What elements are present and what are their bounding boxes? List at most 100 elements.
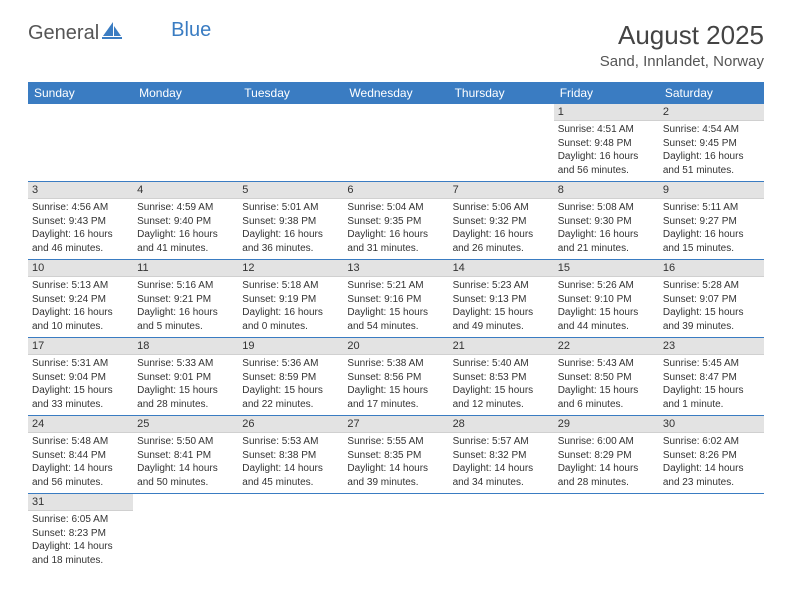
sunrise-line: Sunrise: 5:13 AM: [32, 279, 129, 293]
day-number: 27: [343, 416, 448, 433]
daylight-line: Daylight: 15 hours and 1 minute.: [663, 384, 760, 411]
calendar-row: 3Sunrise: 4:56 AMSunset: 9:43 PMDaylight…: [28, 182, 764, 260]
day-number: 22: [554, 338, 659, 355]
daylight-line: Daylight: 16 hours and 26 minutes.: [453, 228, 550, 255]
calendar-cell: 11Sunrise: 5:16 AMSunset: 9:21 PMDayligh…: [133, 260, 238, 338]
day-body: Sunrise: 5:45 AMSunset: 8:47 PMDaylight:…: [659, 355, 764, 415]
day-number: 31: [28, 494, 133, 511]
daylight-line: Daylight: 16 hours and 15 minutes.: [663, 228, 760, 255]
day-body: Sunrise: 4:54 AMSunset: 9:45 PMDaylight:…: [659, 121, 764, 181]
day-number: 25: [133, 416, 238, 433]
logo-text-b: Blue: [171, 19, 211, 42]
sunset-line: Sunset: 9:21 PM: [137, 293, 234, 307]
calendar-cell-empty: [659, 494, 764, 572]
daylight-line: Daylight: 16 hours and 41 minutes.: [137, 228, 234, 255]
calendar-cell: 18Sunrise: 5:33 AMSunset: 9:01 PMDayligh…: [133, 338, 238, 416]
daylight-line: Daylight: 15 hours and 22 minutes.: [242, 384, 339, 411]
calendar-cell: 5Sunrise: 5:01 AMSunset: 9:38 PMDaylight…: [238, 182, 343, 260]
sunrise-line: Sunrise: 5:23 AM: [453, 279, 550, 293]
sunset-line: Sunset: 9:38 PM: [242, 215, 339, 229]
daylight-line: Daylight: 15 hours and 44 minutes.: [558, 306, 655, 333]
sunset-line: Sunset: 8:44 PM: [32, 449, 129, 463]
sunset-line: Sunset: 9:13 PM: [453, 293, 550, 307]
sunset-line: Sunset: 9:40 PM: [137, 215, 234, 229]
sunset-line: Sunset: 8:56 PM: [347, 371, 444, 385]
sunset-line: Sunset: 8:32 PM: [453, 449, 550, 463]
weekday-header: Sunday: [28, 82, 133, 104]
daylight-line: Daylight: 14 hours and 39 minutes.: [347, 462, 444, 489]
calendar-cell-empty: [238, 104, 343, 182]
weekday-header: Tuesday: [238, 82, 343, 104]
sunset-line: Sunset: 9:30 PM: [558, 215, 655, 229]
weekday-header: Wednesday: [343, 82, 448, 104]
day-number: 9: [659, 182, 764, 199]
sunset-line: Sunset: 8:59 PM: [242, 371, 339, 385]
daylight-line: Daylight: 15 hours and 6 minutes.: [558, 384, 655, 411]
calendar-cell: 8Sunrise: 5:08 AMSunset: 9:30 PMDaylight…: [554, 182, 659, 260]
daylight-line: Daylight: 15 hours and 54 minutes.: [347, 306, 444, 333]
sunrise-line: Sunrise: 5:16 AM: [137, 279, 234, 293]
sunset-line: Sunset: 8:29 PM: [558, 449, 655, 463]
sunrise-line: Sunrise: 5:50 AM: [137, 435, 234, 449]
sunset-line: Sunset: 8:50 PM: [558, 371, 655, 385]
day-body: Sunrise: 5:26 AMSunset: 9:10 PMDaylight:…: [554, 277, 659, 337]
day-body: Sunrise: 6:02 AMSunset: 8:26 PMDaylight:…: [659, 433, 764, 493]
sunset-line: Sunset: 8:53 PM: [453, 371, 550, 385]
calendar-cell: 27Sunrise: 5:55 AMSunset: 8:35 PMDayligh…: [343, 416, 448, 494]
day-number: 2: [659, 104, 764, 121]
calendar-cell: 26Sunrise: 5:53 AMSunset: 8:38 PMDayligh…: [238, 416, 343, 494]
sunrise-line: Sunrise: 5:48 AM: [32, 435, 129, 449]
calendar-cell-empty: [133, 104, 238, 182]
day-number: 12: [238, 260, 343, 277]
day-body: Sunrise: 4:56 AMSunset: 9:43 PMDaylight:…: [28, 199, 133, 259]
sunrise-line: Sunrise: 5:26 AM: [558, 279, 655, 293]
daylight-line: Daylight: 15 hours and 33 minutes.: [32, 384, 129, 411]
day-number: 14: [449, 260, 554, 277]
day-body: Sunrise: 6:00 AMSunset: 8:29 PMDaylight:…: [554, 433, 659, 493]
daylight-line: Daylight: 16 hours and 36 minutes.: [242, 228, 339, 255]
calendar-cell: 3Sunrise: 4:56 AMSunset: 9:43 PMDaylight…: [28, 182, 133, 260]
calendar-cell-empty: [28, 104, 133, 182]
daylight-line: Daylight: 16 hours and 51 minutes.: [663, 150, 760, 177]
calendar-head: SundayMondayTuesdayWednesdayThursdayFrid…: [28, 82, 764, 104]
month-title: August 2025: [600, 20, 764, 51]
sunset-line: Sunset: 8:23 PM: [32, 527, 129, 541]
sunrise-line: Sunrise: 6:02 AM: [663, 435, 760, 449]
calendar-cell-empty: [133, 494, 238, 572]
day-body: Sunrise: 5:16 AMSunset: 9:21 PMDaylight:…: [133, 277, 238, 337]
calendar-row: 31Sunrise: 6:05 AMSunset: 8:23 PMDayligh…: [28, 494, 764, 572]
sunset-line: Sunset: 9:01 PM: [137, 371, 234, 385]
day-body: Sunrise: 5:36 AMSunset: 8:59 PMDaylight:…: [238, 355, 343, 415]
calendar-cell: 20Sunrise: 5:38 AMSunset: 8:56 PMDayligh…: [343, 338, 448, 416]
sunset-line: Sunset: 9:48 PM: [558, 137, 655, 151]
calendar-cell-empty: [343, 494, 448, 572]
calendar-cell: 14Sunrise: 5:23 AMSunset: 9:13 PMDayligh…: [449, 260, 554, 338]
sunset-line: Sunset: 8:47 PM: [663, 371, 760, 385]
calendar-cell: 30Sunrise: 6:02 AMSunset: 8:26 PMDayligh…: [659, 416, 764, 494]
daylight-line: Daylight: 14 hours and 50 minutes.: [137, 462, 234, 489]
calendar-cell: 19Sunrise: 5:36 AMSunset: 8:59 PMDayligh…: [238, 338, 343, 416]
day-number: 18: [133, 338, 238, 355]
day-body: Sunrise: 5:33 AMSunset: 9:01 PMDaylight:…: [133, 355, 238, 415]
sunrise-line: Sunrise: 5:31 AM: [32, 357, 129, 371]
calendar-row: 17Sunrise: 5:31 AMSunset: 9:04 PMDayligh…: [28, 338, 764, 416]
sunrise-line: Sunrise: 5:40 AM: [453, 357, 550, 371]
calendar-cell: 1Sunrise: 4:51 AMSunset: 9:48 PMDaylight…: [554, 104, 659, 182]
day-body: Sunrise: 6:05 AMSunset: 8:23 PMDaylight:…: [28, 511, 133, 571]
calendar-body: 1Sunrise: 4:51 AMSunset: 9:48 PMDaylight…: [28, 104, 764, 571]
daylight-line: Daylight: 15 hours and 39 minutes.: [663, 306, 760, 333]
day-body: Sunrise: 5:57 AMSunset: 8:32 PMDaylight:…: [449, 433, 554, 493]
calendar-table: SundayMondayTuesdayWednesdayThursdayFrid…: [28, 82, 764, 571]
sunset-line: Sunset: 9:16 PM: [347, 293, 444, 307]
calendar-cell-empty: [449, 104, 554, 182]
sunrise-line: Sunrise: 5:21 AM: [347, 279, 444, 293]
day-number: 1: [554, 104, 659, 121]
calendar-cell-empty: [343, 104, 448, 182]
calendar-cell: 28Sunrise: 5:57 AMSunset: 8:32 PMDayligh…: [449, 416, 554, 494]
sunrise-line: Sunrise: 5:57 AM: [453, 435, 550, 449]
logo: General Blue: [28, 20, 211, 46]
day-number: 3: [28, 182, 133, 199]
sunrise-line: Sunrise: 5:45 AM: [663, 357, 760, 371]
day-number: 13: [343, 260, 448, 277]
day-body: Sunrise: 4:51 AMSunset: 9:48 PMDaylight:…: [554, 121, 659, 181]
